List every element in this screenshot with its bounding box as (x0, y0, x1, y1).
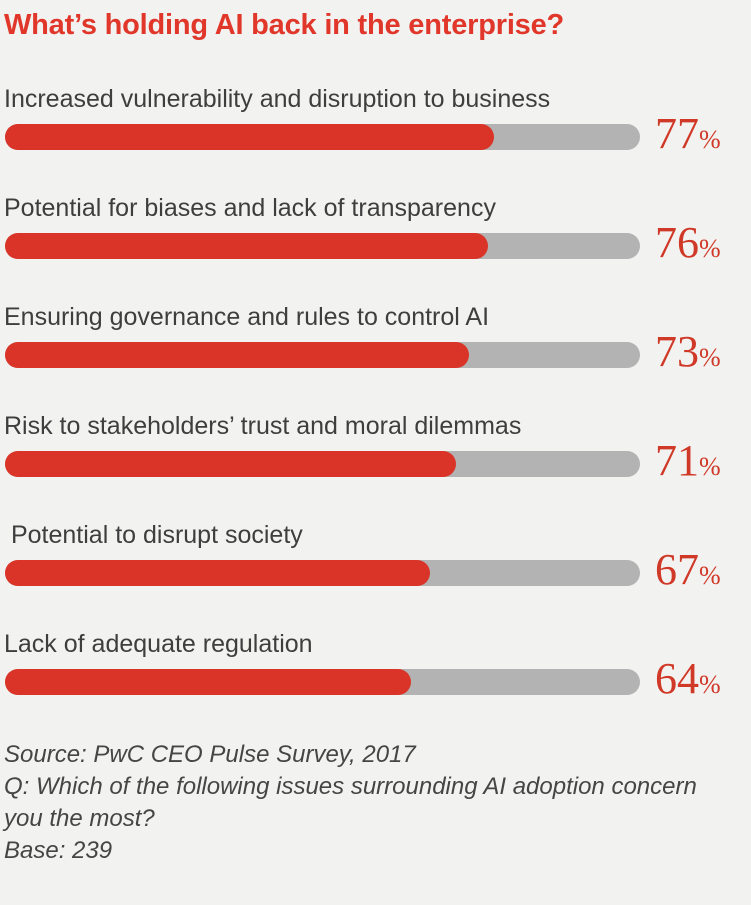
bar-value: 64% (655, 657, 721, 701)
bar-value: 73% (655, 330, 721, 374)
bar-value-number: 64 (655, 654, 699, 703)
bar-line: 64% (0, 657, 751, 701)
bar-label: Potential for biases and lack of transpa… (4, 194, 496, 222)
bar-value: 77% (655, 112, 721, 156)
bar-track (5, 451, 640, 477)
bar-fill (5, 342, 469, 368)
bar-track (5, 669, 640, 695)
bar-label: Ensuring governance and rules to control… (4, 303, 490, 331)
bar-fill (5, 124, 494, 150)
bar-line: 76% (0, 221, 751, 265)
bar-label: Potential to disrupt society (4, 521, 303, 549)
bar-row: Potential to disrupt society 67% (0, 521, 751, 592)
bar-fill (5, 669, 412, 695)
percent-sign: % (699, 125, 721, 154)
bar-value-number: 71 (655, 436, 699, 485)
footer-line: Source: PwC CEO Pulse Survey, 2017 (4, 741, 416, 768)
bar-fill (5, 451, 456, 477)
bar-line: 77% (0, 112, 751, 156)
bar-track (5, 233, 640, 259)
percent-sign: % (699, 561, 721, 590)
bar-track (5, 124, 640, 150)
bar-line: 71% (0, 439, 751, 483)
footer-line: Base: 239 (4, 837, 113, 864)
bar-value-number: 76 (655, 218, 699, 267)
percent-sign: % (699, 234, 721, 263)
bar-value-number: 67 (655, 545, 699, 594)
bar-row: Ensuring governance and rules to control… (0, 303, 751, 374)
bar-chart: Increased vulnerability and disruption t… (0, 85, 751, 701)
percent-sign: % (699, 343, 721, 372)
bar-label: Risk to stakeholders’ trust and moral di… (4, 412, 522, 440)
bar-fill (5, 233, 488, 259)
bar-track (5, 342, 640, 368)
chart-footnote: Source: PwC CEO Pulse Survey, 2017 Q: Whi… (4, 739, 734, 867)
bar-row: Lack of adequate regulation 64% (0, 630, 751, 701)
bar-line: 73% (0, 330, 751, 374)
bar-row: Increased vulnerability and disruption t… (0, 85, 751, 156)
bar-label: Lack of adequate regulation (4, 630, 313, 658)
bar-value: 71% (655, 439, 721, 483)
chart-title: What’s holding AI back in the enterprise… (4, 9, 565, 41)
bar-label: Increased vulnerability and disruption t… (4, 85, 551, 113)
bar-value-number: 77 (655, 109, 699, 158)
bar-value-number: 73 (655, 327, 699, 376)
bar-row: Risk to stakeholders’ trust and moral di… (0, 412, 751, 483)
bar-line: 67% (0, 548, 751, 592)
bar-track (5, 560, 640, 586)
bar-fill (5, 560, 431, 586)
bar-value: 67% (655, 548, 721, 592)
bar-row: Potential for biases and lack of transpa… (0, 194, 751, 265)
bar-value: 76% (655, 221, 721, 265)
percent-sign: % (699, 670, 721, 699)
percent-sign: % (699, 452, 721, 481)
footer-line: Q: Which of the following issues surroun… (4, 773, 697, 832)
